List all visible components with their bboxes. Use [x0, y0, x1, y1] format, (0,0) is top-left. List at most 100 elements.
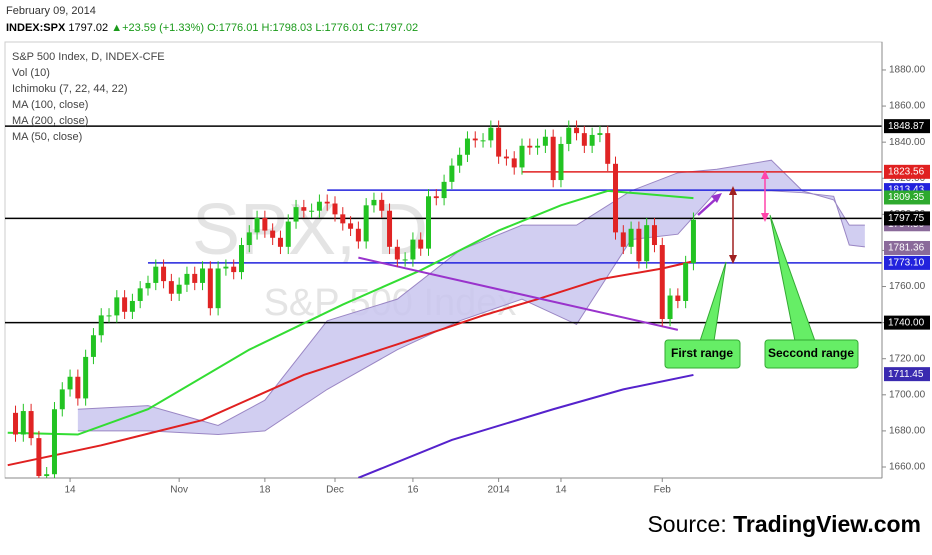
- candle-body: [426, 196, 432, 249]
- callout: [664, 339, 741, 369]
- candle-body: [690, 219, 696, 264]
- date: February 09, 2014: [6, 5, 96, 17]
- indicator-line: [357, 373, 694, 478]
- arrow-head: [729, 186, 737, 195]
- level-label: 1809.35: [888, 192, 925, 203]
- candle-body: [566, 127, 572, 144]
- candle-body: [184, 273, 190, 285]
- y-tick-label: 1880.00: [889, 65, 926, 76]
- source-prefix: Source:: [647, 511, 733, 537]
- source-name: TradingView.com: [733, 511, 921, 537]
- candle-body: [75, 376, 81, 399]
- candle-body: [379, 199, 385, 211]
- level-label-box: [884, 164, 930, 179]
- candle-body: [223, 266, 229, 269]
- candle-body: [371, 199, 377, 206]
- candle-body: [309, 210, 315, 212]
- indicator-line: [358, 256, 679, 331]
- candle-body: [519, 145, 525, 168]
- candle-body: [472, 138, 478, 141]
- candle-body: [44, 474, 50, 477]
- candle-body: [488, 127, 494, 141]
- candle-body: [402, 259, 408, 261]
- candle-body: [285, 221, 291, 247]
- candle-body: [636, 228, 642, 262]
- legend-entry: Vol (10): [12, 67, 50, 79]
- candle-body: [613, 163, 619, 233]
- candle-body: [168, 281, 174, 294]
- candle-body: [441, 181, 447, 199]
- candle-body: [129, 300, 135, 312]
- candle-body: [192, 273, 198, 283]
- x-tick-label: 16: [407, 485, 419, 496]
- candle-body: [511, 158, 517, 168]
- last: 1797.02: [68, 22, 108, 34]
- cloud-fill: [77, 160, 865, 435]
- candle-body: [496, 127, 502, 157]
- arrow-head: [711, 193, 722, 203]
- legend-entry: MA (100, close): [12, 99, 88, 111]
- x-tick-label: 14: [555, 485, 567, 496]
- candle-body: [480, 140, 486, 142]
- candle-body: [667, 295, 673, 320]
- level-label: 1773.10: [888, 258, 925, 269]
- candle-body: [659, 245, 665, 320]
- level-label-box: [884, 255, 930, 270]
- candle-body: [332, 203, 338, 215]
- level-label: 1740.00: [888, 317, 925, 328]
- candle-body: [550, 136, 556, 181]
- candle-body: [316, 201, 322, 211]
- symbol: INDEX:SPX: [6, 22, 66, 34]
- x-tick-label: 18: [259, 485, 271, 496]
- candle-body: [59, 389, 65, 410]
- level-label-box: [884, 190, 930, 205]
- y-tick-label: 1720.00: [889, 353, 926, 364]
- annotation: First range: [671, 346, 733, 360]
- candle-body: [28, 411, 34, 439]
- candle-body: [651, 225, 657, 246]
- candle-body: [644, 225, 650, 262]
- candle-body: [464, 138, 470, 155]
- y-tick-label: 1760.00: [889, 281, 926, 292]
- candle-body: [394, 246, 400, 260]
- x-tick-label: 2014: [488, 485, 511, 496]
- candle-body: [574, 127, 580, 134]
- legend: S&P 500 Index, D, INDEX-CFE Vol (10) Ichim…: [12, 51, 165, 143]
- candle-body: [51, 409, 57, 475]
- level-label-box: [884, 119, 930, 134]
- arrow-head: [761, 213, 769, 222]
- candle-body: [277, 237, 283, 247]
- callout: [764, 339, 859, 369]
- level-label: 1813.43: [888, 185, 925, 196]
- candle-body: [90, 335, 96, 357]
- candle-body: [503, 156, 509, 159]
- overlay: First range Seccond range: [664, 170, 859, 369]
- candle-body: [238, 245, 244, 273]
- candle-body: [246, 232, 252, 246]
- candle-body: [301, 207, 307, 211]
- candle-body: [597, 133, 603, 135]
- candle-body: [122, 297, 128, 312]
- candle-body: [410, 239, 416, 260]
- candle-body: [363, 205, 369, 242]
- candle-body: [114, 297, 120, 316]
- candle-body: [176, 284, 182, 294]
- cloud-lower: [77, 190, 865, 436]
- candle-body: [589, 134, 595, 146]
- x-tick-label: Dec: [326, 485, 344, 496]
- x-tick-label: Nov: [170, 485, 188, 496]
- legend-entry: Ichimoku (7, 22, 44, 22): [12, 83, 128, 95]
- candle-body: [324, 201, 330, 204]
- high: H:1798.03: [262, 22, 313, 34]
- y-tick-label: 1700.00: [889, 389, 926, 400]
- candle-body: [675, 295, 681, 301]
- level-label: 1781.36: [888, 243, 925, 254]
- candle-body: [137, 288, 143, 301]
- low: L:1776.01: [315, 22, 364, 34]
- level-label-box: [884, 211, 930, 226]
- level-label: 1797.75: [888, 213, 925, 224]
- candle-body: [542, 136, 548, 146]
- candle-body: [161, 266, 167, 282]
- level-label: 1711.45: [888, 369, 924, 380]
